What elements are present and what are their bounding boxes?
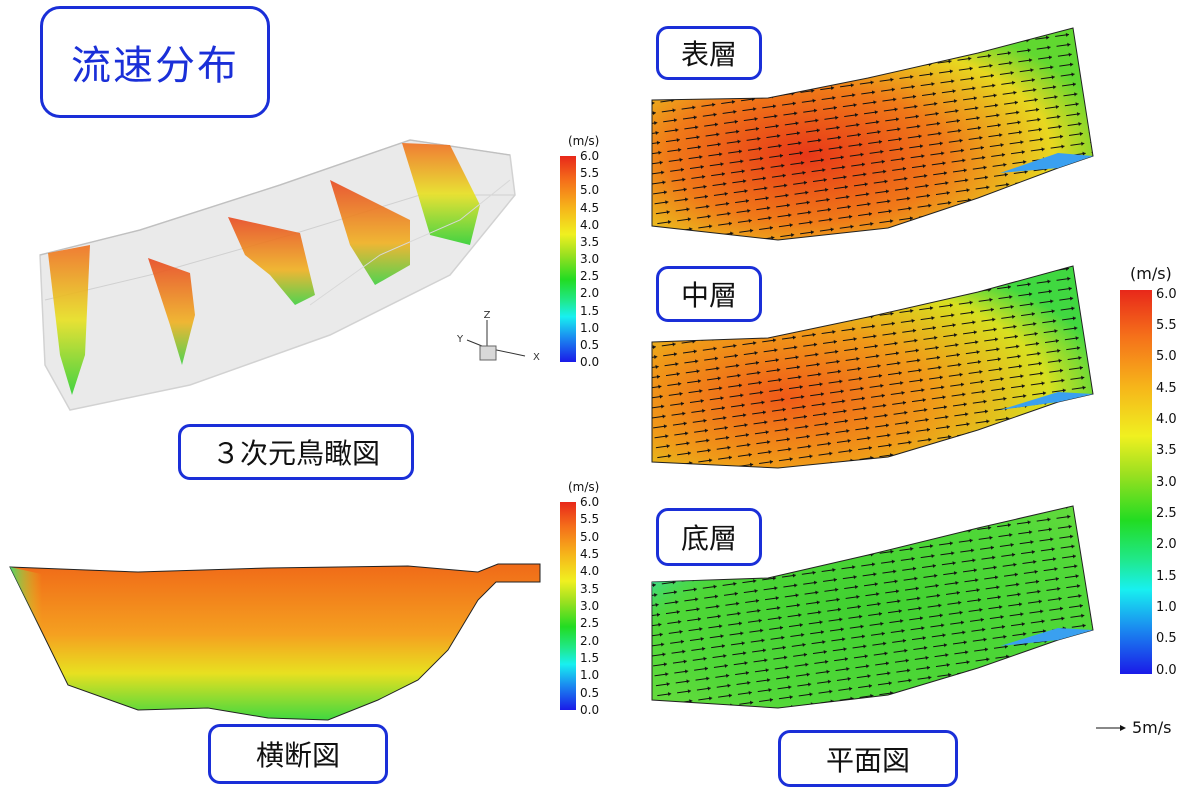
plan-view-middle <box>651 265 1094 469</box>
legend-unit: (m/s) <box>1130 264 1172 283</box>
legend-tick: 5.5 <box>580 166 600 181</box>
reference-vector-label: 5m/s <box>1132 718 1172 737</box>
cross-section-slice <box>48 245 90 395</box>
legend-tick: 2.5 <box>580 616 600 631</box>
layer-label-middle: 中層 <box>656 266 762 322</box>
plan-view-bottom <box>651 505 1094 709</box>
legend-bar <box>1120 290 1152 674</box>
legend-unit: (m/s) <box>568 134 600 148</box>
legend-tick: 2.0 <box>580 633 600 648</box>
page-title: 流速分布 <box>40 6 270 118</box>
legend-tick: 3.0 <box>1156 474 1177 490</box>
cross-section-slice <box>228 217 315 305</box>
legend-tick: 0.0 <box>580 703 600 717</box>
legend-tick: 1.5 <box>580 303 600 318</box>
legend-tick: 4.5 <box>580 547 600 561</box>
color-legend-3d: (m/s) 6.0 5.5 5.0 4.5 4.0 3.5 3.0 2.5 2.0 1.5 1.0 0… <box>560 134 620 374</box>
legend-tick: 2.0 <box>1156 537 1177 553</box>
legend-tick: 1.5 <box>580 651 600 665</box>
legend-bar <box>560 156 576 362</box>
caption-plan-view: 平面図 <box>778 730 958 787</box>
legend-tick: 0.5 <box>580 337 600 352</box>
layer-label-surface: 表層 <box>656 26 762 80</box>
legend-tick: 6.0 <box>580 149 600 163</box>
legend-tick: 4.0 <box>580 217 600 232</box>
legend-tick: 1.5 <box>1156 568 1177 584</box>
legend-tick: 3.5 <box>1156 443 1177 459</box>
legend-tick: 1.0 <box>1156 599 1177 615</box>
legend-tick: 3.0 <box>580 252 600 266</box>
legend-tick: 0.5 <box>580 685 600 700</box>
cross-section-shape <box>9 563 541 721</box>
legend-tick: 1.0 <box>580 668 600 683</box>
axis-triad: Z Y X <box>456 310 540 363</box>
legend-tick: 3.5 <box>580 581 600 596</box>
legend-tick: 1.0 <box>580 320 600 335</box>
legend-tick: 3.0 <box>580 599 600 613</box>
color-legend-cross-section: (m/s) 6.0 5.5 5.0 4.5 4.0 3.5 3.0 2.5 2.0 1.5 1.0 0… <box>560 480 620 720</box>
legend-tick: 5.5 <box>580 512 600 527</box>
cross-section-slice <box>148 258 195 365</box>
legend-tick: 3.5 <box>580 234 600 249</box>
legend-tick: 5.0 <box>580 529 600 544</box>
legend-tick: 4.0 <box>1156 411 1177 427</box>
layer-label-bottom: 底層 <box>656 508 762 566</box>
legend-tick: 0.5 <box>1156 631 1177 647</box>
color-legend-plan: (m/s) 6.0 5.5 5.0 4.5 4.0 3.5 3.0 2.5 2.0 1.5 1.0 0… <box>1120 264 1180 704</box>
legend-tick: 2.5 <box>1156 505 1177 521</box>
legend-bar <box>560 502 576 710</box>
legend-tick: 5.5 <box>1156 317 1177 333</box>
axis-z-label: Z <box>484 310 491 321</box>
cross-section-plot <box>9 563 541 721</box>
axis-x-label: X <box>533 352 540 363</box>
legend-tick: 0.0 <box>580 355 600 369</box>
legend-tick: 6.0 <box>580 495 600 509</box>
plan-view-surface <box>651 27 1094 241</box>
legend-unit: (m/s) <box>568 480 600 494</box>
reference-arrow <box>1096 724 1126 731</box>
legend-tick: 5.0 <box>580 183 600 198</box>
cross-section-slice <box>330 180 410 285</box>
caption-bird-view: ３次元鳥瞰図 <box>178 424 414 480</box>
axis-y-label: Y <box>456 334 464 345</box>
legend-tick: 6.0 <box>1156 286 1177 302</box>
legend-tick: 5.0 <box>1156 349 1177 365</box>
legend-tick: 2.5 <box>580 269 600 284</box>
legend-tick: 0.0 <box>1156 662 1177 678</box>
caption-cross-section: 横断図 <box>208 724 388 784</box>
legend-tick: 4.5 <box>1156 380 1177 396</box>
legend-tick: 4.0 <box>580 564 600 579</box>
bird-view-3d <box>39 139 516 411</box>
legend-tick: 2.0 <box>580 286 600 301</box>
legend-tick: 4.5 <box>580 200 600 215</box>
reference-vector: 5m/s <box>1094 718 1172 737</box>
